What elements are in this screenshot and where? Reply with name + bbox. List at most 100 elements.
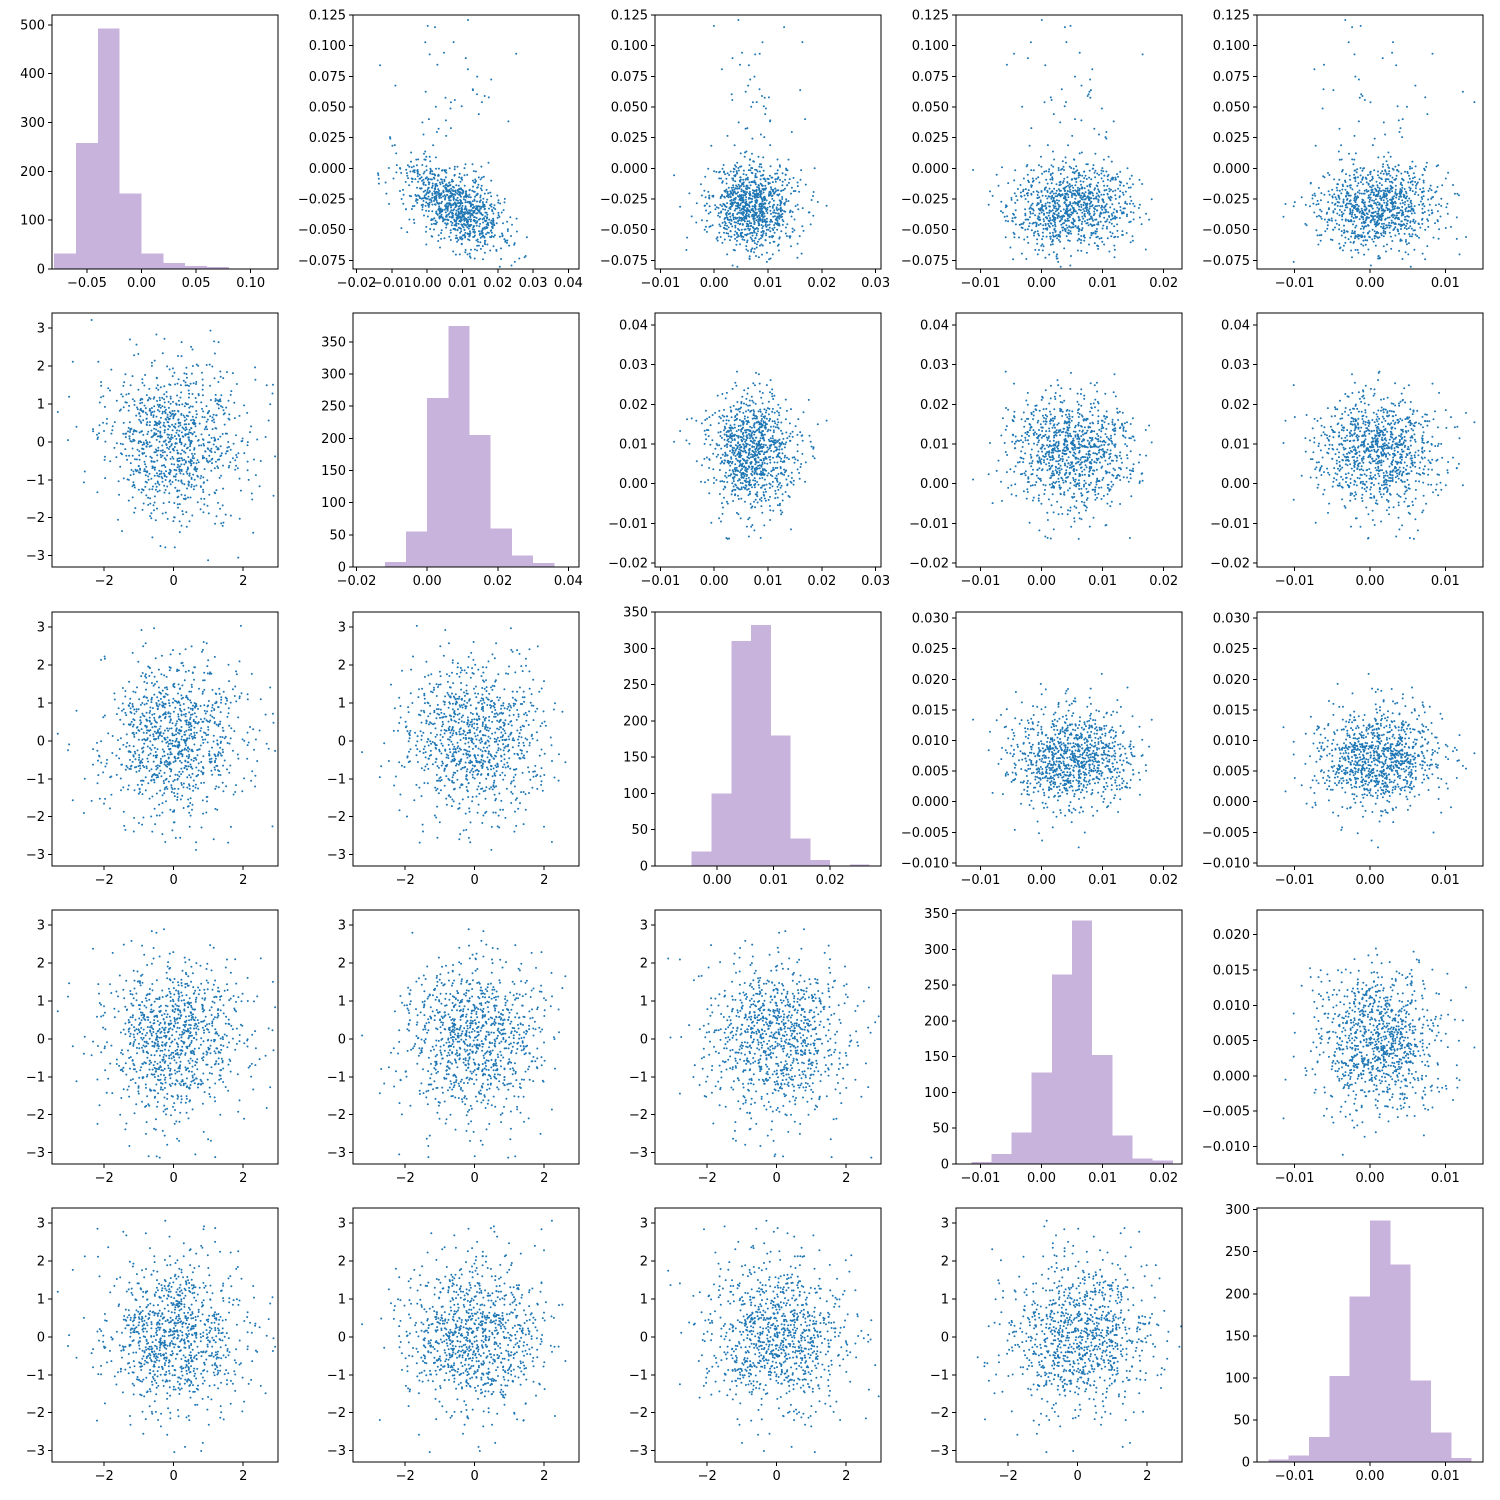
scatter-point xyxy=(1010,198,1013,201)
scatter-point xyxy=(1343,229,1346,232)
scatter-point xyxy=(161,396,164,399)
scatter-point xyxy=(1102,201,1105,204)
scatter-point xyxy=(117,480,120,483)
scatter-point xyxy=(1065,224,1068,227)
scatter-point xyxy=(1354,180,1357,183)
scatter-point xyxy=(1059,231,1062,234)
scatter-point xyxy=(1320,210,1323,213)
scatter-point xyxy=(440,237,443,240)
scatter-x-tick-label: 0.04 xyxy=(554,276,583,291)
scatter-point xyxy=(753,239,756,242)
scatter-point xyxy=(1426,113,1429,116)
scatter-point xyxy=(464,235,467,238)
scatter-point xyxy=(1089,236,1092,239)
scatter-point xyxy=(1390,219,1393,222)
scatter-point xyxy=(1372,184,1375,187)
scatter-point xyxy=(706,219,708,222)
scatter-point xyxy=(1391,176,1394,179)
scatter-point xyxy=(708,225,711,228)
scatter-point xyxy=(152,416,155,418)
scatter-point xyxy=(764,207,767,210)
scatter-point xyxy=(1078,238,1081,241)
scatter-point xyxy=(727,186,730,189)
scatter-point xyxy=(1072,209,1075,211)
scatter-point xyxy=(1077,233,1080,236)
scatter-point xyxy=(1095,195,1098,198)
scatter-point xyxy=(1359,167,1362,169)
scatter-point xyxy=(1398,223,1401,226)
scatter-point xyxy=(1069,201,1072,204)
scatter-point xyxy=(739,152,742,155)
scatter-point xyxy=(153,474,156,477)
scatter-point xyxy=(1458,253,1461,256)
scatter-point xyxy=(213,352,216,355)
scatter-point xyxy=(150,512,153,515)
scatter-point xyxy=(1338,209,1341,211)
scatter-point xyxy=(408,218,411,221)
scatter-point xyxy=(479,178,482,181)
scatter-point xyxy=(1414,165,1417,168)
scatter-point xyxy=(1394,188,1397,191)
scatter-point xyxy=(753,222,756,225)
scatter-point xyxy=(1076,186,1079,189)
scatter-point xyxy=(431,178,433,181)
scatter-point xyxy=(1088,90,1091,93)
scatter-point xyxy=(695,202,698,205)
scatter-point xyxy=(1327,201,1330,204)
scatter-point xyxy=(1376,206,1379,209)
scatter-point xyxy=(161,410,164,413)
scatter-point xyxy=(466,253,469,256)
scatter-point xyxy=(1374,198,1377,201)
scatter-point xyxy=(1343,231,1346,234)
scatter-point xyxy=(758,52,761,55)
scatter-point xyxy=(778,193,781,196)
scatter-point xyxy=(477,205,480,208)
scatter-point xyxy=(1026,57,1029,60)
scatter-point xyxy=(206,412,209,415)
scatter-point xyxy=(416,201,419,204)
scatter-point xyxy=(475,180,477,183)
scatter-point xyxy=(436,221,438,224)
scatter-point xyxy=(1074,184,1077,187)
scatter-point xyxy=(468,252,471,255)
scatter-point xyxy=(188,392,191,395)
scatter-point xyxy=(1410,212,1413,215)
scatter-point xyxy=(1340,192,1343,195)
scatter-point xyxy=(246,441,249,444)
scatter-point xyxy=(423,170,426,173)
scatter-point xyxy=(758,207,761,210)
scatter-point xyxy=(187,433,190,436)
scatter-point xyxy=(1424,96,1427,99)
scatter-point xyxy=(425,169,428,172)
scatter-point xyxy=(153,359,156,362)
scatter-point xyxy=(1369,171,1372,174)
scatter-point xyxy=(1461,90,1464,93)
scatter-point xyxy=(173,446,176,448)
scatter-point xyxy=(1066,210,1069,213)
scatter-point xyxy=(1070,213,1073,216)
scatter-point xyxy=(1060,217,1063,220)
scatter-point xyxy=(1360,93,1363,96)
scatter-point xyxy=(180,463,183,466)
scatter-point xyxy=(464,163,467,166)
scatter-point xyxy=(1444,227,1447,229)
scatter-point xyxy=(1328,207,1330,210)
scatter-point xyxy=(1062,197,1065,200)
scatter-point xyxy=(768,258,771,261)
scatter-point xyxy=(1373,169,1376,172)
scatter-point xyxy=(1031,180,1034,183)
scatter-point xyxy=(762,156,765,159)
scatter-point xyxy=(1081,198,1084,201)
scatter-point xyxy=(456,165,459,168)
scatter-point xyxy=(774,212,777,215)
scatter-point xyxy=(720,177,722,180)
scatter-point xyxy=(1026,173,1029,176)
scatter-point xyxy=(476,249,478,252)
scatter-point xyxy=(165,395,168,398)
scatter-point xyxy=(746,220,749,223)
scatter-point xyxy=(395,164,398,167)
scatter-point xyxy=(1054,205,1057,208)
scatter-point xyxy=(1380,184,1383,187)
scatter-point xyxy=(461,224,464,226)
scatter-point xyxy=(771,235,774,237)
